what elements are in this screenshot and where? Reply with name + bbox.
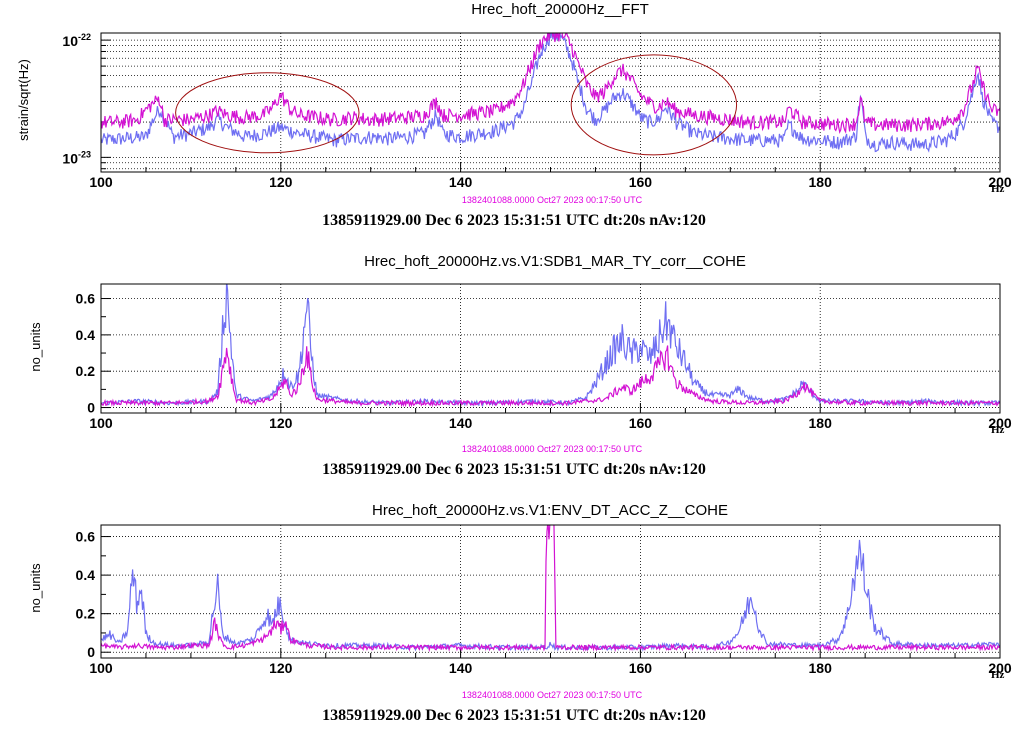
annotation-ellipse: [570, 54, 738, 156]
sdb1-xtick-label: 160: [629, 415, 653, 431]
env-xtick-label: 140: [449, 660, 473, 676]
env-xtick-label: 100: [89, 660, 113, 676]
fft-panel-ylabel: strain/sqrt(Hz): [16, 59, 31, 141]
fft-xtick-label: 100: [89, 174, 113, 190]
sdb1-ytick-label: 0.6: [76, 291, 96, 307]
sdb1-series-magenta: [101, 345, 1000, 408]
env-ytick-label: 0.6: [76, 529, 96, 545]
env-ytick-label: 0.4: [76, 567, 96, 583]
fft-xtick-label: 120: [269, 174, 293, 190]
env-ytick-label: 0: [87, 644, 95, 660]
annotation-ellipse: [175, 72, 360, 154]
fft-xaxis-unit: Hz: [991, 183, 1005, 195]
sdb1-xtick-label: 200: [988, 415, 1012, 431]
sdb1-coherence-panel: Hrec_hoft_20000Hz.vs.V1:SDB1_MAR_TY_corr…: [28, 253, 1012, 478]
fft-xtick-label: 200: [988, 174, 1012, 190]
env-xtick-label: 160: [629, 660, 653, 676]
sdb1-panel-title: Hrec_hoft_20000Hz.vs.V1:SDB1_MAR_TY_corr…: [364, 253, 746, 270]
sdb1-xtick-label: 120: [269, 415, 293, 431]
fft-panel-title: Hrec_hoft_20000Hz__FFT: [471, 1, 649, 18]
env-ytick-label: 0.2: [76, 606, 96, 622]
sdb1-xtick-label: 100: [89, 415, 113, 431]
fft-ytick-label: 10-22: [62, 32, 91, 49]
fft-plot-frame: [100, 32, 1001, 173]
env-panel-ylabel: no_units: [28, 563, 43, 613]
env-xtick-label: 200: [988, 660, 1012, 676]
fft-ytick-label: 10-23: [62, 149, 91, 166]
fft-panel-reference-time: 1382401088.0000 Oct27 2023 00:17:50 UTC: [462, 195, 643, 205]
fft-xtick-label: 180: [809, 174, 833, 190]
env-plot-border: [100, 524, 1001, 659]
env-series-blue: [101, 539, 1000, 652]
fft-panel-info-line: 1385911929.00 Dec 6 2023 15:31:51 UTC dt…: [322, 212, 706, 229]
sdb1-ytick-label: 0.2: [76, 363, 96, 379]
fft-xtick-label: 140: [449, 174, 473, 190]
fft-plot-border: [100, 32, 1001, 173]
fft-series-blue: [101, 33, 1000, 153]
sdb1-xtick-label: 180: [809, 415, 833, 431]
fft-xtick-label: 160: [629, 174, 653, 190]
env-xtick-label: 180: [809, 660, 833, 676]
env-panel-title: Hrec_hoft_20000Hz.vs.V1:ENV_DT_ACC_Z__CO…: [372, 502, 728, 519]
env-panel-reference-time: 1382401088.0000 Oct27 2023 00:17:50 UTC: [462, 690, 643, 700]
env-xtick-label: 120: [269, 660, 293, 676]
sdb1-xtick-label: 140: [449, 415, 473, 431]
sdb1-xaxis-unit: Hz: [991, 424, 1005, 436]
fft-series-magenta: [101, 33, 1000, 134]
env-series-magenta: [101, 525, 1000, 653]
sdb1-ytick-label: 0: [87, 400, 95, 416]
sdb1-ytick-label: 0.4: [76, 327, 96, 343]
env-coherence-panel: Hrec_hoft_20000Hz.vs.V1:ENV_DT_ACC_Z__CO…: [28, 502, 1012, 724]
sdb1-panel-reference-time: 1382401088.0000 Oct27 2023 00:17:50 UTC: [462, 444, 643, 454]
env-xaxis-unit: Hz: [991, 669, 1005, 681]
sdb1-plot-border: [100, 283, 1001, 414]
env-panel-info-line: 1385911929.00 Dec 6 2023 15:31:51 UTC dt…: [322, 707, 706, 724]
sdb1-panel-info-line: 1385911929.00 Dec 6 2023 15:31:51 UTC dt…: [322, 461, 706, 478]
sdb1-panel-ylabel: no_units: [28, 322, 43, 372]
fft-panel: Hrec_hoft_20000Hz__FFT strain/sqrt(Hz) 1…: [16, 1, 1012, 229]
